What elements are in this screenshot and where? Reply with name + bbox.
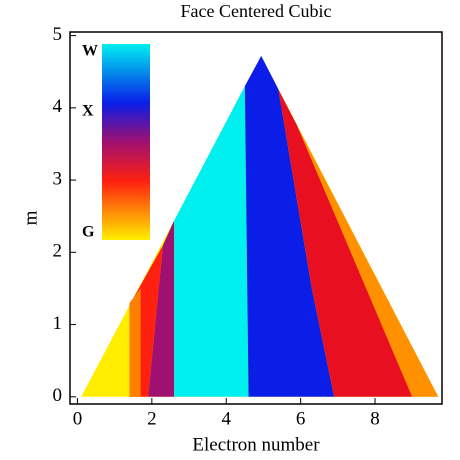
y-tick-label: 2 [53,241,63,262]
y-tick-label: 0 [53,385,63,406]
x-tick-label: 4 [221,408,231,429]
y-axis-label: m [20,210,41,225]
region [174,86,249,397]
x-tick-label: 8 [370,408,380,429]
y-tick-label: 5 [53,24,63,45]
x-tick-label: 6 [296,408,306,429]
y-tick-label: 4 [53,96,63,117]
region [278,89,413,397]
region [244,55,335,397]
colorbar [102,44,150,240]
y-tick-label: 3 [53,168,63,189]
region [129,288,141,397]
colorbar-label: W [82,43,98,60]
x-tick-label: 2 [147,408,157,429]
region [148,220,175,397]
colorbar-label: X [82,103,94,120]
y-tick-label: 1 [53,313,63,334]
colorbar-label: G [82,224,95,241]
chart-title: Face Centered Cubic [181,1,332,21]
x-tick-label: 0 [73,408,83,429]
regions [81,55,439,397]
region [296,125,439,397]
x-axis-label: Electron number [192,434,320,455]
plot-frame [69,31,443,405]
